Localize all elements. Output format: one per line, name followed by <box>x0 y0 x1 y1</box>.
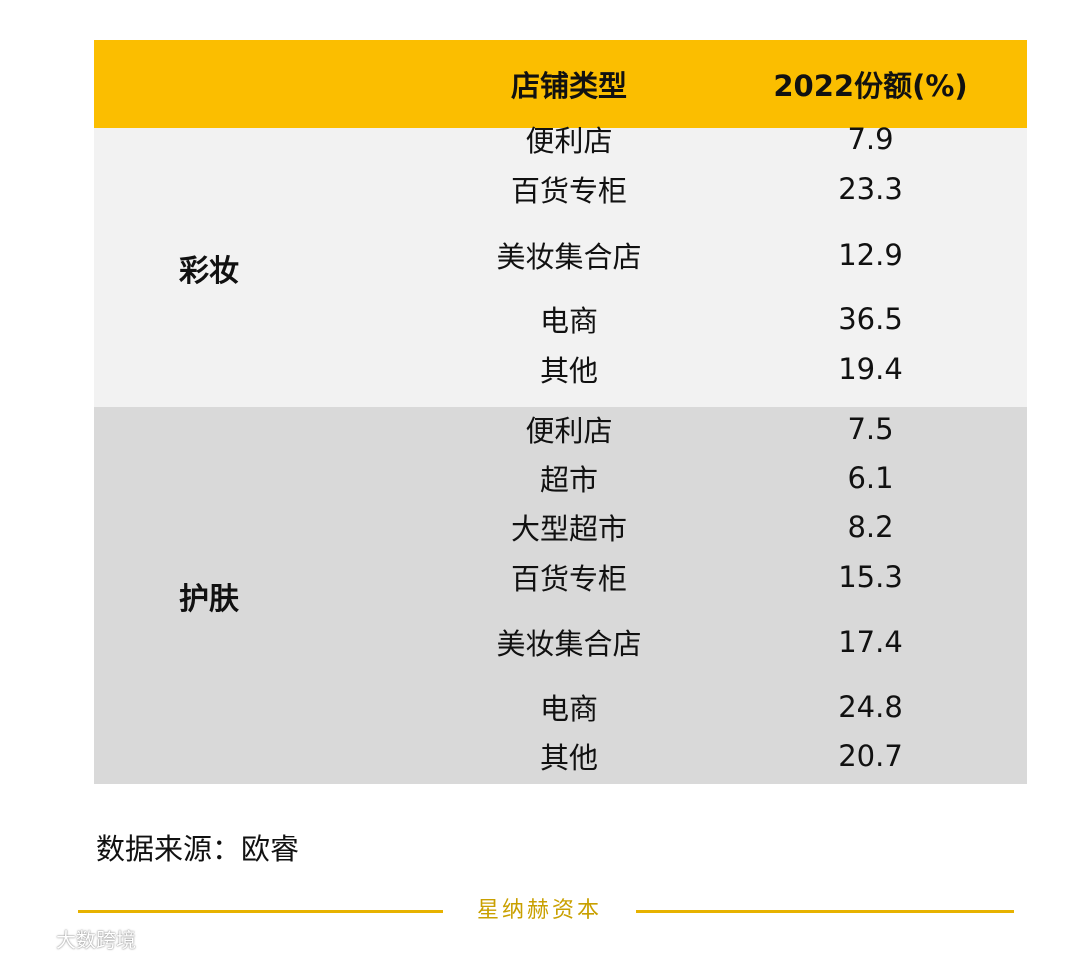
table-row: 便利店 7.9 <box>424 119 1027 159</box>
store-cell: 百货专柜 <box>510 174 627 208</box>
table-row: 美妆集合店 17.4 <box>424 622 1027 662</box>
category-label: 护肤 <box>179 581 239 617</box>
category-cell: 护肤 <box>94 407 424 784</box>
table-row: 美妆集合店 12.9 <box>424 235 1027 275</box>
share-cell: 36.5 <box>838 302 903 336</box>
store-cell: 电商 <box>539 692 598 726</box>
share-cell: 7.9 <box>847 122 894 156</box>
table-row: 其他 20.7 <box>424 736 1027 776</box>
group-makeup: 彩妆 便利店 7.9 百货专柜 23.3 美妆集合店 12.9 电商 36.5 <box>94 122 1027 407</box>
group-rows: 便利店 7.9 百货专柜 23.3 美妆集合店 12.9 电商 36.5 其他 <box>424 122 1027 407</box>
table-row: 超市 6.1 <box>424 458 1027 498</box>
share-cell: 24.8 <box>838 690 903 724</box>
footer-divider-left <box>78 910 443 913</box>
data-source-note: 数据来源：欧睿 <box>96 832 300 866</box>
store-share-table: 店铺类型 2022份额(%) 彩妆 便利店 7.9 百货专柜 23.3 美妆集合… <box>94 40 1027 784</box>
share-cell: 7.5 <box>847 412 894 446</box>
table-row: 便利店 7.5 <box>424 409 1027 449</box>
store-cell: 其他 <box>539 354 598 388</box>
table-row: 百货专柜 15.3 <box>424 557 1027 597</box>
share-cell: 8.2 <box>847 510 894 544</box>
watermark-text: 大数跨境 <box>56 928 136 952</box>
table-row: 大型超市 8.2 <box>424 507 1027 547</box>
share-cell: 6.1 <box>847 461 894 495</box>
watermark: 大数跨境 <box>10 924 136 953</box>
group-skincare: 护肤 便利店 7.5 超市 6.1 大型超市 8.2 百货专柜 15.3 <box>94 407 1027 784</box>
share-cell: 23.3 <box>838 172 903 206</box>
category-cell: 彩妆 <box>94 128 424 407</box>
store-cell: 其他 <box>539 741 598 775</box>
footer-divider-right <box>636 910 1014 913</box>
share-cell: 19.4 <box>838 352 903 386</box>
table-row: 电商 36.5 <box>424 299 1027 339</box>
store-cell: 美妆集合店 <box>496 240 642 274</box>
store-cell: 超市 <box>539 463 598 497</box>
table-row: 电商 24.8 <box>424 687 1027 727</box>
store-cell: 百货专柜 <box>510 562 627 596</box>
share-cell: 15.3 <box>838 560 903 594</box>
store-cell: 美妆集合店 <box>496 627 642 661</box>
header-store-type: 店铺类型 <box>510 69 627 103</box>
table-row: 百货专柜 23.3 <box>424 169 1027 209</box>
watermark-logo-icon <box>11 929 47 948</box>
share-cell: 12.9 <box>838 238 903 272</box>
store-cell: 便利店 <box>525 124 613 158</box>
store-cell: 便利店 <box>525 414 613 448</box>
category-label: 彩妆 <box>179 253 239 289</box>
table-row: 其他 19.4 <box>424 349 1027 389</box>
share-cell: 17.4 <box>838 625 903 659</box>
store-cell: 电商 <box>539 304 598 338</box>
group-rows: 便利店 7.5 超市 6.1 大型超市 8.2 百货专柜 15.3 美妆集合店 <box>424 407 1027 784</box>
store-cell: 大型超市 <box>510 512 627 546</box>
footer-brand: 星纳赫资本 <box>476 898 602 923</box>
table-header: 店铺类型 2022份额(%) <box>94 40 1027 128</box>
share-cell: 20.7 <box>838 739 903 773</box>
header-share: 2022份额(%) <box>773 69 968 103</box>
